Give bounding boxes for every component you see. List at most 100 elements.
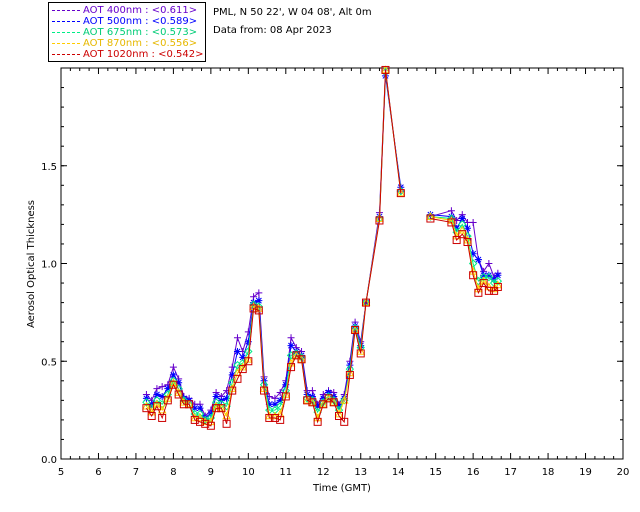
y-axis: 0.0 0.5 1.0 1.5 — [41, 67, 623, 466]
data-point — [308, 398, 317, 407]
x-tick-label: 12 — [317, 467, 330, 478]
x-tick-label: 7 — [133, 467, 139, 478]
data-point — [469, 271, 478, 280]
data-point — [147, 411, 156, 420]
data-point — [228, 363, 236, 371]
data-point — [164, 385, 172, 393]
x-tick-label: 11 — [279, 467, 292, 478]
series-3 — [142, 65, 503, 426]
data-point — [453, 216, 461, 224]
data-point — [375, 216, 384, 225]
data-point — [291, 350, 301, 359]
data-point — [297, 355, 306, 364]
legend-line-500nm — [52, 21, 80, 22]
data-point — [265, 413, 274, 422]
series-line — [146, 71, 499, 421]
x-tick-label: 13 — [354, 467, 367, 478]
x-axis-label: Time (GMT) — [312, 483, 371, 494]
legend-line-400nm — [52, 10, 80, 11]
data-point — [426, 214, 435, 223]
data-point — [190, 413, 200, 422]
data-point — [222, 419, 231, 428]
data-point — [426, 212, 435, 220]
y-axis-label: Aerosol Optical Thickness — [26, 200, 37, 328]
data-point — [179, 400, 188, 409]
data-point — [260, 386, 269, 395]
data-point — [351, 325, 360, 334]
series-line — [146, 69, 499, 423]
data-point — [169, 380, 178, 389]
data-point — [233, 334, 241, 342]
x-axis: 5 6 7 8 9 10 11 12 13 14 15 16 17 18 19 20 — [58, 68, 629, 478]
data-point — [142, 404, 151, 413]
data-point — [339, 395, 349, 404]
data-point — [318, 399, 328, 408]
date-label: Data from: 08 Apr 2023 — [213, 25, 332, 36]
data-point — [463, 237, 472, 246]
data-point — [356, 346, 366, 355]
data-point — [396, 189, 405, 198]
data-point — [334, 409, 344, 418]
data-point — [152, 402, 161, 411]
data-point — [287, 342, 295, 350]
legend-line-870nm — [52, 43, 80, 44]
data-point — [469, 218, 477, 226]
data-point — [228, 386, 237, 395]
data-point — [484, 272, 494, 282]
data-point — [329, 398, 338, 407]
data-point — [142, 398, 151, 407]
data-point — [287, 363, 296, 372]
data-point — [396, 188, 406, 197]
x-tick-label: 19 — [579, 467, 592, 478]
data-point — [303, 396, 312, 405]
x-tick-label: 15 — [429, 467, 442, 478]
data-point — [479, 279, 488, 288]
series-line — [145, 69, 499, 427]
data-point — [308, 387, 316, 395]
data-point — [250, 293, 258, 301]
data-point — [340, 417, 349, 426]
data-point — [458, 220, 467, 229]
data-point — [228, 371, 236, 379]
x-tick-label: 6 — [95, 467, 101, 478]
data-point — [239, 353, 247, 361]
x-tick-label: 9 — [208, 467, 214, 478]
data-point — [458, 230, 467, 239]
series-line — [146, 69, 499, 417]
data-point — [480, 271, 488, 279]
y-tick-label: 1.0 — [41, 260, 57, 271]
data-point — [270, 413, 279, 422]
data-point — [457, 225, 467, 234]
series-4 — [142, 65, 502, 430]
data-point — [158, 383, 166, 391]
y-tick-label: 0.5 — [41, 357, 57, 368]
data-point — [345, 370, 354, 379]
data-point — [169, 371, 177, 379]
data-point — [474, 288, 483, 297]
data-point — [196, 417, 205, 426]
data-point — [361, 298, 370, 307]
data-point — [276, 396, 284, 404]
data-point — [282, 381, 290, 389]
data-point — [196, 404, 204, 412]
legend-label-1020nm: AOT 1020nm : <0.542> — [83, 49, 204, 60]
data-point — [474, 256, 482, 264]
series-layer — [142, 65, 503, 430]
data-point — [254, 306, 263, 315]
series-2 — [142, 67, 503, 425]
data-point — [287, 334, 295, 342]
data-point — [233, 374, 242, 383]
data-point — [276, 415, 285, 424]
data-point — [314, 402, 322, 410]
x-tick-label: 18 — [542, 467, 555, 478]
data-point — [212, 392, 220, 400]
data-point — [319, 400, 328, 409]
data-point — [381, 65, 390, 74]
data-point — [484, 286, 493, 295]
data-point — [233, 347, 241, 355]
data-point — [458, 215, 466, 223]
data-point — [494, 271, 502, 279]
data-point — [158, 392, 166, 400]
data-point — [493, 282, 502, 291]
